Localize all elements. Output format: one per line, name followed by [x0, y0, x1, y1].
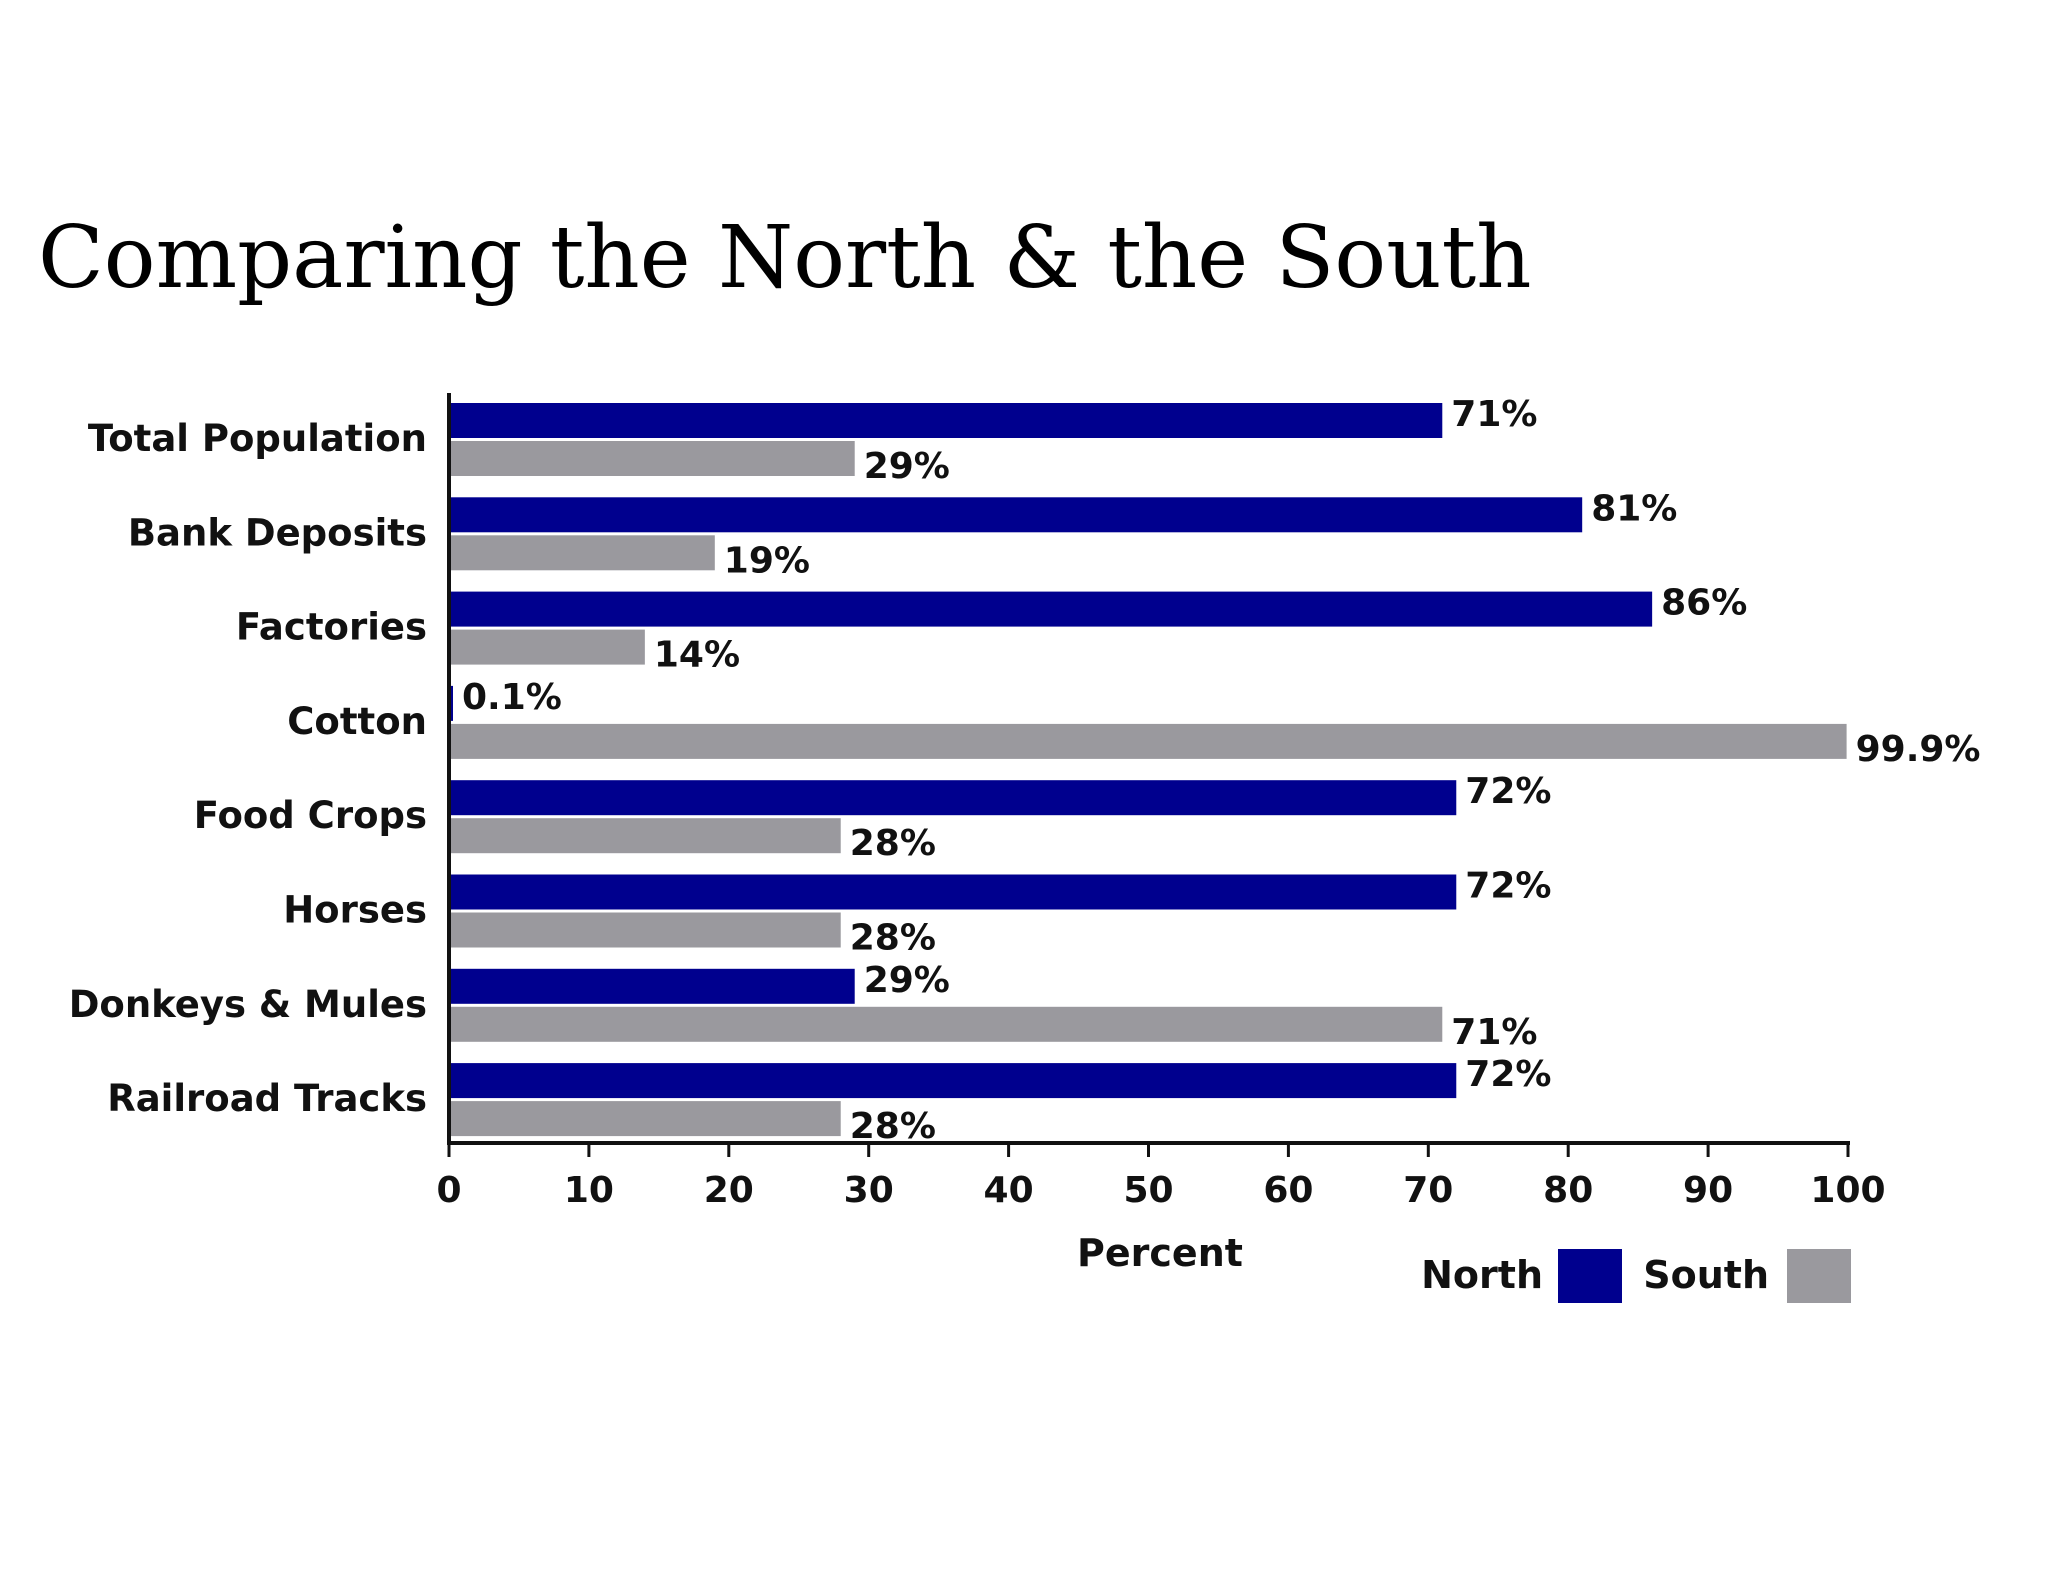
labels-layer: Total Population 71% 29% Bank Deposits 81% 19… [69, 394, 1981, 1147]
data-label: 28% [850, 1106, 936, 1147]
x-tick-label: 70 [1403, 1170, 1453, 1211]
data-label: 86% [1661, 583, 1747, 624]
category-label: Food Crops [194, 794, 427, 837]
x-tick-label: 80 [1543, 1170, 1593, 1211]
bar-north [449, 403, 1443, 438]
category-label: Donkeys & Mules [69, 983, 427, 1026]
x-axis-title: Percent [1077, 1231, 1243, 1275]
bar-south [449, 535, 715, 571]
bar-north [449, 780, 1457, 816]
legend-label-south: South [1643, 1253, 1769, 1297]
data-label: 19% [724, 540, 810, 581]
data-label: 29% [864, 446, 950, 487]
category-label: Bank Deposits [128, 511, 427, 554]
data-label: 72% [1465, 771, 1551, 812]
category-label: Horses [283, 889, 427, 932]
bar-north [449, 497, 1583, 533]
legend-swatch-south [1787, 1249, 1851, 1303]
x-tick-label: 20 [704, 1170, 754, 1211]
x-tick-label: 10 [564, 1170, 614, 1211]
x-tick-label: 40 [984, 1170, 1034, 1211]
data-label: 72% [1465, 866, 1551, 907]
category-label: Total Population [88, 417, 427, 460]
bar-north [449, 874, 1457, 910]
x-tick-label: 30 [844, 1170, 894, 1211]
data-label: 71% [1451, 394, 1537, 435]
data-label: 29% [864, 960, 950, 1001]
bar-south [449, 629, 645, 665]
bars-layer [449, 403, 1847, 1137]
bar-south [449, 1101, 841, 1137]
data-label: 14% [654, 635, 740, 676]
bar-south [449, 1006, 1443, 1042]
category-label: Cotton [287, 700, 427, 743]
x-tick-label: 50 [1123, 1170, 1173, 1211]
bar-north [449, 591, 1653, 627]
page-title: Comparing the North & the South [38, 208, 1532, 308]
category-label: Railroad Tracks [107, 1077, 427, 1120]
bar-south [449, 723, 1847, 759]
data-label: 99.9% [1856, 729, 1981, 770]
x-tick-label: 60 [1263, 1170, 1313, 1211]
x-tick-label: 0 [436, 1170, 461, 1211]
data-label: 28% [850, 918, 936, 959]
bar-south [449, 441, 855, 476]
x-tick-label: 90 [1683, 1170, 1733, 1211]
data-label: 71% [1451, 1012, 1537, 1053]
data-label: 81% [1591, 488, 1677, 529]
data-label: 0.1% [462, 677, 562, 718]
category-label: Factories [236, 606, 427, 649]
bar-north [449, 1063, 1457, 1099]
legend-label-north: North [1421, 1253, 1543, 1297]
bar-north [449, 968, 855, 1004]
axes-layer: 0 10 20 30 40 50 60 70 80 90 100 Percent [436, 393, 1886, 1275]
bar-south [449, 818, 841, 854]
legend-swatch-north [1558, 1249, 1622, 1303]
bar-south [449, 912, 841, 948]
data-label: 72% [1465, 1054, 1551, 1095]
x-tick-label: 100 [1810, 1170, 1885, 1211]
data-label: 28% [850, 823, 936, 864]
legend: North South [1421, 1249, 1851, 1303]
